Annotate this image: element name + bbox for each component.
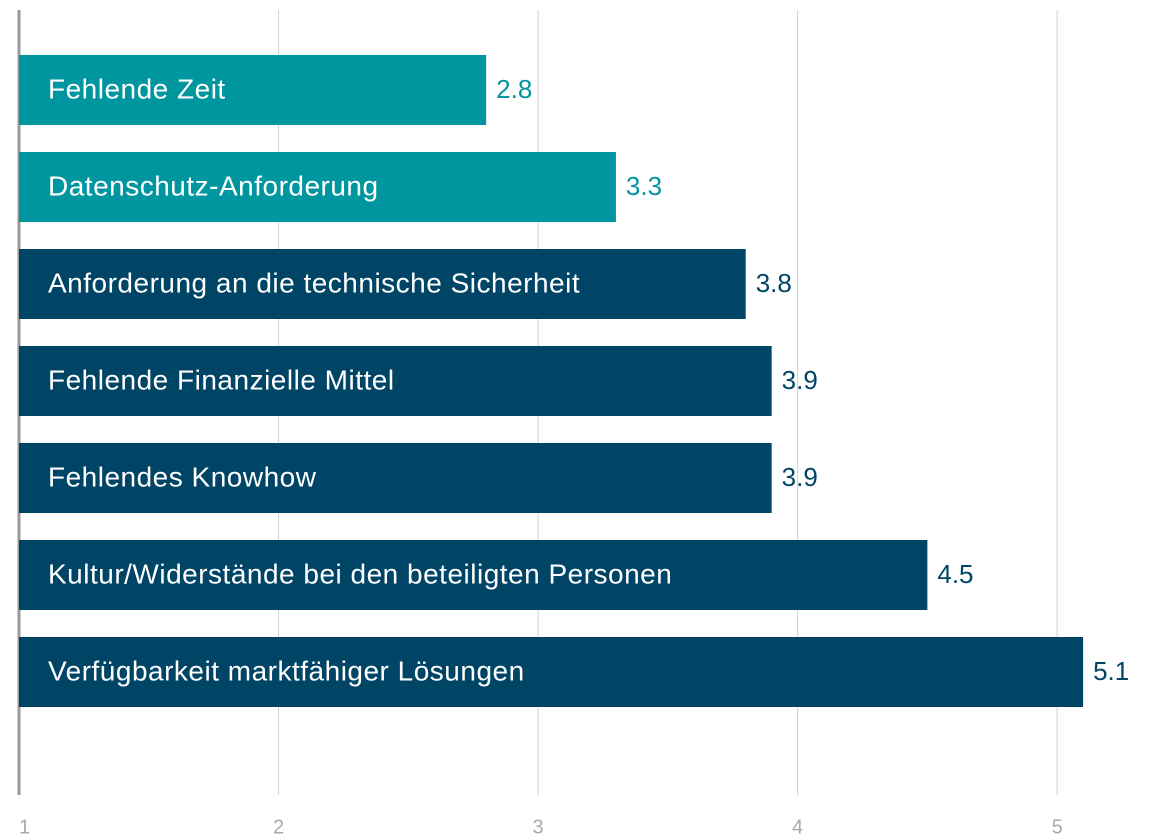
bar	[19, 152, 616, 222]
bar-category-label: Fehlende Finanzielle Mittel	[48, 364, 395, 395]
x-tick-label: 4	[792, 816, 803, 838]
value-label: 3.9	[782, 462, 818, 492]
value-label: 3.8	[756, 268, 792, 298]
bar	[19, 55, 487, 125]
value-label: 3.3	[626, 171, 662, 201]
bar	[19, 346, 772, 416]
bar	[19, 637, 1084, 707]
bar-category-label: Anforderung an die technische Sicherheit	[48, 267, 580, 298]
value-label: 4.5	[937, 559, 973, 589]
x-tick-label: 2	[273, 816, 284, 838]
bar	[19, 540, 928, 610]
x-tick-label: 5	[1052, 816, 1063, 838]
value-label: 3.9	[782, 365, 818, 395]
value-label: 2.8	[496, 74, 532, 104]
x-tick-label: 3	[533, 816, 544, 838]
bar-category-label: Verfügbarkeit marktfähiger Lösungen	[48, 655, 525, 686]
x-tick-label: 1	[19, 816, 30, 838]
bar-category-label: Kultur/Widerstände bei den beteiligten P…	[48, 558, 672, 589]
bar-category-label: Datenschutz-Anforderung	[48, 170, 379, 201]
bar-category-label: Fehlendes Knowhow	[48, 461, 317, 492]
bar	[19, 443, 772, 513]
value-label: 5.1	[1093, 656, 1129, 686]
bar	[19, 249, 746, 319]
bar-category-label: Fehlende Zeit	[48, 73, 226, 104]
